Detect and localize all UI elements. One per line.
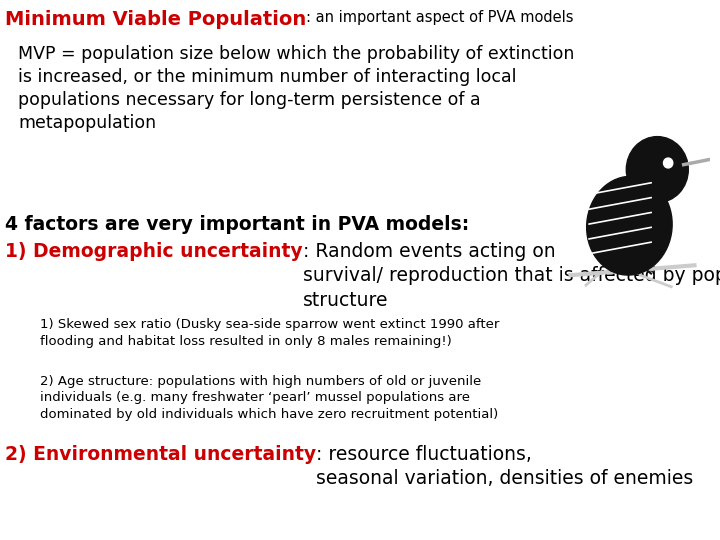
Text: 1) Skewed sex ratio (Dusky sea-side sparrow went extinct 1990 after
flooding and: 1) Skewed sex ratio (Dusky sea-side spar…: [40, 318, 500, 348]
Text: 4 factors are very important in PVA models:: 4 factors are very important in PVA mode…: [5, 215, 469, 234]
Text: 2) Age structure: populations with high numbers of old or juvenile
individuals (: 2) Age structure: populations with high …: [40, 375, 498, 421]
Text: : Random events acting on
survival/ reproduction that is affected by population : : Random events acting on survival/ repr…: [302, 242, 720, 309]
Circle shape: [626, 137, 688, 202]
Text: 2) Environmental uncertainty: 2) Environmental uncertainty: [5, 445, 316, 464]
Text: : an important aspect of PVA models: : an important aspect of PVA models: [306, 10, 574, 25]
Circle shape: [664, 158, 672, 168]
Text: 1) Demographic uncertainty: 1) Demographic uncertainty: [5, 242, 302, 261]
Text: Minimum Viable Population: Minimum Viable Population: [5, 10, 306, 29]
Text: : resource fluctuations,
seasonal variation, densities of enemies: : resource fluctuations, seasonal variat…: [316, 445, 693, 488]
Ellipse shape: [587, 177, 672, 275]
Text: MVP = population size below which the probability of extinction
is increased, or: MVP = population size below which the pr…: [18, 45, 575, 132]
